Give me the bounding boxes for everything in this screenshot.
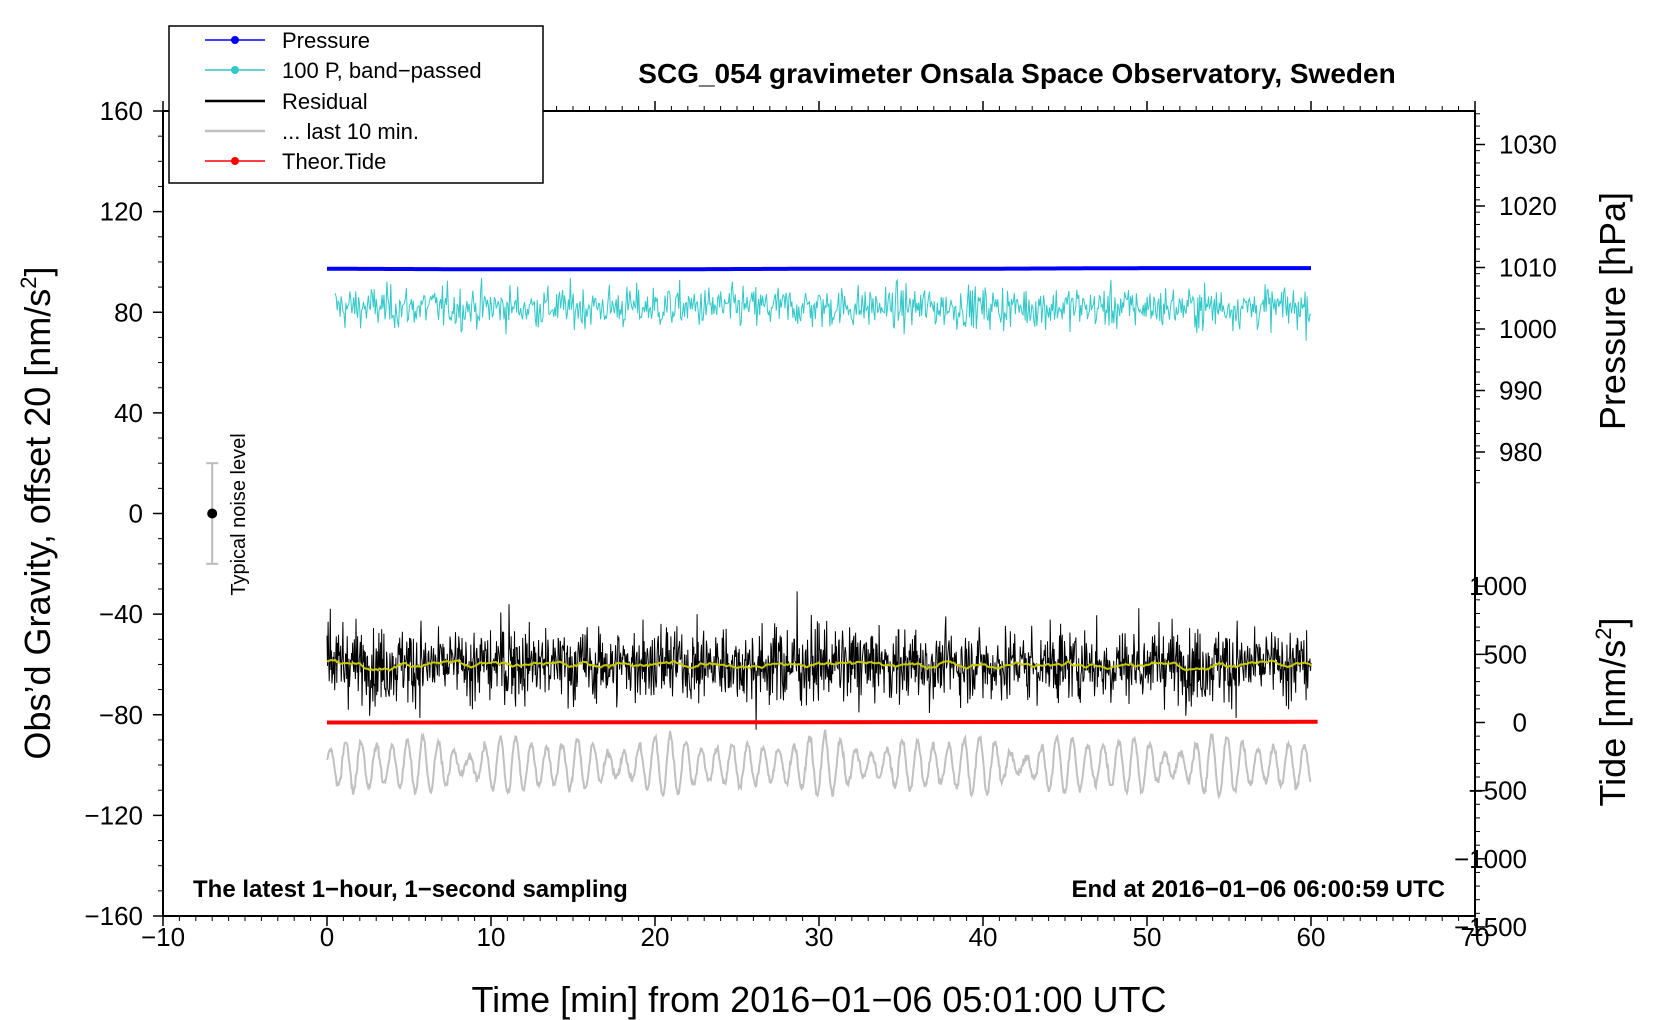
pressure-axis-ticks: 980 990 1000 1010 1020 1030: [1475, 113, 1557, 484]
y-tick-label: −160: [84, 901, 143, 931]
pressure-tick-label: 1020: [1499, 191, 1557, 221]
legend-label-band-passed: 100 P, band−passed: [282, 58, 482, 83]
legend-marker-theor-tide: [231, 157, 239, 165]
tide-axis-title-main: Tide [nm/s: [1592, 640, 1633, 807]
y-tick-label: 40: [114, 398, 143, 428]
x-tick-label: 20: [641, 922, 670, 952]
pressure-tick-label: 1010: [1499, 253, 1557, 283]
y-tick-label: −80: [99, 700, 143, 730]
theor-tide-series: [326, 719, 1318, 725]
tide-axis-title-sup: 2: [1591, 628, 1616, 640]
y-axis-title-close: ]: [17, 266, 58, 276]
legend-label-last-10-min: ... last 10 min.: [282, 119, 419, 144]
legend-box: [168, 25, 544, 184]
series-group: [326, 266, 1318, 800]
legend-label-pressure: Pressure: [282, 28, 370, 53]
plot-frame: [162, 110, 1476, 917]
legend-label-theor-tide: Theor.Tide: [282, 149, 386, 174]
y-axis-title-sup: 2: [16, 276, 41, 288]
annotation-right: End at 2016−01−06 06:00:59 UTC: [1071, 876, 1445, 903]
y-axis-title: Obs’d Gravity, offset 20 [nm/s2]: [16, 266, 58, 759]
pressure-series: [327, 266, 1311, 272]
annotation-left: The latest 1−hour, 1−second sampling: [193, 876, 628, 903]
legend-label-residual: Residual: [282, 89, 368, 114]
noise-center-dot: [207, 508, 218, 519]
y-tick-label: 120: [100, 197, 143, 227]
tide-tick-label: 0: [1513, 708, 1527, 738]
y-tick-label: −40: [99, 599, 143, 629]
x-tick-label: 30: [805, 922, 834, 952]
tide-tick-label: 500: [1484, 639, 1527, 669]
pressure-tick-label: 980: [1499, 437, 1542, 467]
residual-series: [326, 591, 1312, 730]
pressure-axis-title: Pressure [hPa]: [1592, 192, 1633, 430]
x-tick-label: 60: [1297, 922, 1326, 952]
y-tick-label: 160: [100, 96, 143, 126]
noise-marker: Typical noise level: [206, 433, 250, 596]
y-axis-ticks: −160 −120 −80 −40 0 40 80 120 160: [84, 96, 163, 931]
pressure-tick-label: 1030: [1499, 130, 1557, 160]
x-tick-label: 50: [1133, 922, 1162, 952]
pressure-tick-label: 990: [1499, 376, 1542, 406]
noise-label: Typical noise level: [228, 433, 250, 595]
x-axis-title: Time [min] from 2016−01−06 05:01:00 UTC: [471, 979, 1166, 1020]
x-tick-label: 40: [969, 922, 998, 952]
y-tick-label: 0: [129, 499, 143, 529]
legend-marker-band-passed: [231, 66, 239, 74]
tide-axis-title-close: ]: [1592, 618, 1633, 628]
pressure-tick-label: 1000: [1499, 314, 1557, 344]
x-tick-label: −10: [141, 922, 185, 952]
tide-tick-label: 1000: [1469, 571, 1527, 601]
tide-tick-label: −1000: [1454, 844, 1527, 874]
tide-axis-title: Tide [nm/s2]: [1591, 618, 1633, 807]
y-axis-title-main: Obs’d Gravity, offset 20 [nm/s: [17, 289, 58, 760]
residual-smoothed-series: [326, 658, 1312, 672]
last-10-min-series: [326, 729, 1312, 800]
y-tick-label: 80: [114, 297, 143, 327]
x-tick-label: 10: [477, 922, 506, 952]
band-passed-series: [334, 277, 1312, 341]
legend-marker-pressure: [231, 36, 239, 44]
tide-tick-label: −500: [1468, 776, 1527, 806]
chart-title: SCG_054 gravimeter Onsala Space Observat…: [638, 58, 1395, 89]
legend: Pressure 100 P, band−passed Residual ...…: [168, 25, 544, 184]
y-tick-label: −120: [84, 800, 143, 830]
x-tick-label: 0: [320, 922, 334, 952]
